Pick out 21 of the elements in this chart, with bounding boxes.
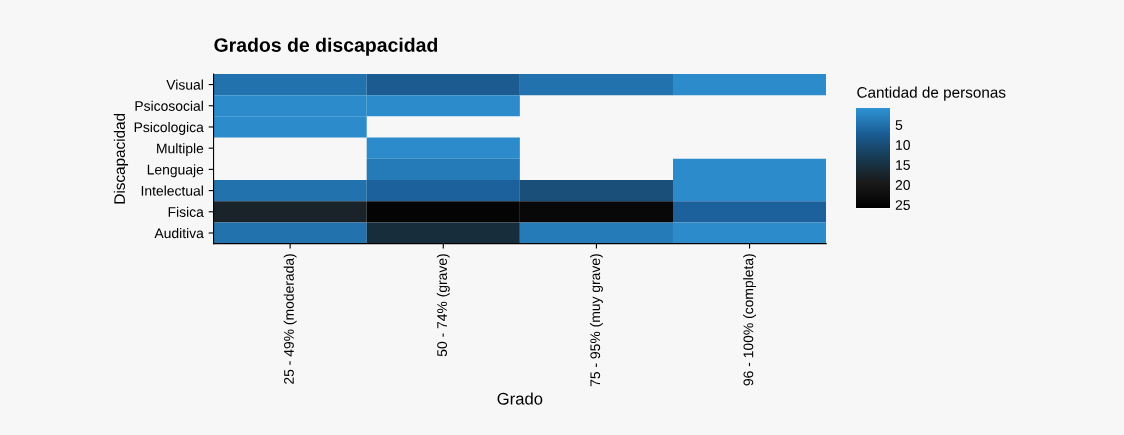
x-tick-label: 75 - 95% (muy grave) — [589, 254, 603, 387]
y-tick-label: Lenguaje — [147, 164, 204, 178]
x-tick-label: 96 - 100% (completa) — [743, 254, 757, 386]
y-tick-label: Intelectual — [141, 185, 203, 196]
y-axis-title: Discapacidad — [113, 113, 129, 204]
color-bar-label: 15 — [896, 160, 910, 170]
color-bar-label: 5 — [895, 120, 903, 130]
y-tick-label: Psicologica — [134, 121, 204, 135]
x-tick-label: 25 - 49% (moderada) — [283, 254, 297, 384]
y-tick-label: Auditiva — [154, 227, 204, 239]
y-tick-label: Visual — [166, 79, 203, 90]
y-tick-label: Psicosocial — [135, 100, 203, 111]
color-bar-label: 20 — [895, 180, 910, 190]
y-tick-label: Fisica — [168, 206, 204, 217]
x-tick-label: 50 - 74% (grave) — [436, 254, 450, 357]
chart-title: Grados de discapacidad — [214, 37, 438, 56]
x-axis-title: Grado — [497, 392, 543, 405]
y-tick-label: Multiple — [157, 143, 204, 157]
color-bar-title: Cantidad de personas — [857, 86, 1006, 101]
color-bar-label: 25 — [895, 200, 910, 210]
color-bar-label: 10 — [896, 140, 910, 150]
